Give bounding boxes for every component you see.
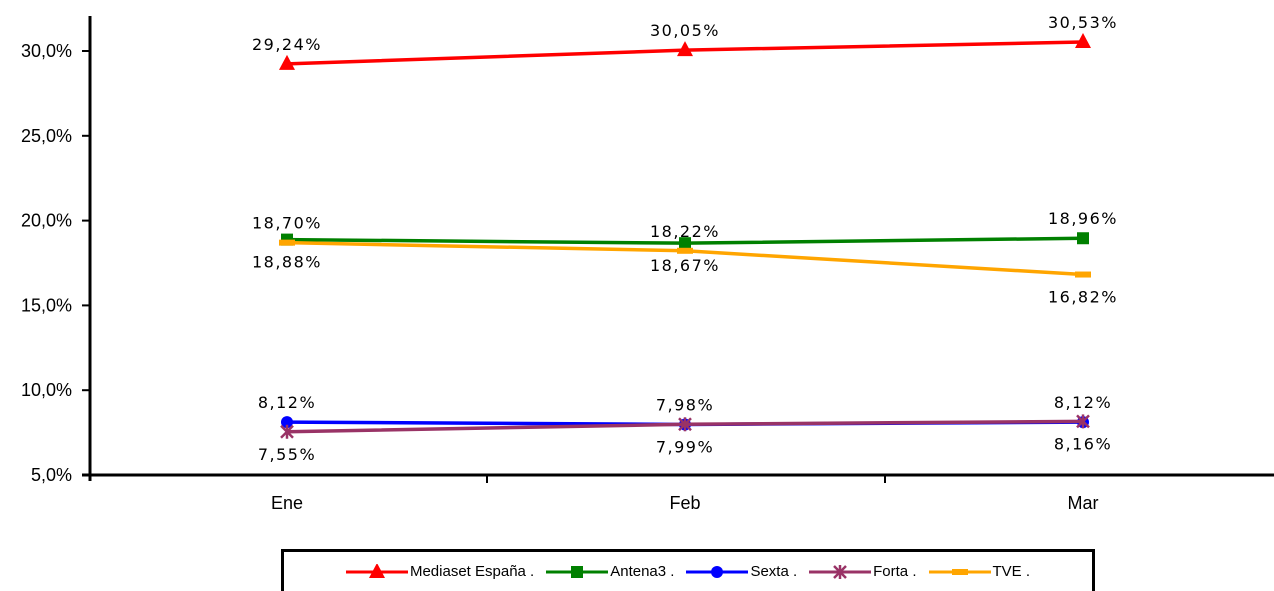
data-label: 7,55%: [258, 445, 316, 464]
x-tick-label: Mar: [1068, 493, 1099, 513]
axes: 5,0% 10,0% 15,0% 20,0% 25,0% 30,0% Ene Feb Mar: [21, 16, 1274, 513]
data-label: 29,24%: [252, 35, 322, 54]
data-point: [711, 565, 724, 578]
data-label: 8,12%: [258, 393, 316, 412]
data-labels: 29,24% 30,05% 30,53% 18,88% 18,67% 18,96% 8,12…: [252, 13, 1118, 464]
legend-swatch: [345, 563, 408, 578]
legend: Mediaset España . Antena3 . Sexta . Forta .…: [281, 549, 1095, 591]
series: [279, 239, 1091, 278]
data-point: [280, 424, 294, 439]
data-point: [678, 417, 692, 432]
data-point: [571, 565, 584, 578]
legend-item: Sexta .: [686, 563, 797, 580]
data-label: 7,98%: [656, 395, 714, 414]
data-point: [833, 564, 848, 579]
data-label: 8,16%: [1054, 434, 1112, 453]
data-label: 18,22%: [650, 222, 720, 241]
y-tick-label: 5,0%: [31, 465, 72, 485]
legend-label: TVE .: [992, 563, 1031, 580]
legend-label: Antena3 .: [610, 563, 675, 580]
data-label: 16,82%: [1048, 288, 1118, 307]
data-point: [679, 237, 691, 250]
data-label: 18,88%: [252, 253, 322, 272]
y-tick-label: 25,0%: [21, 126, 72, 146]
legend-swatch: [809, 564, 872, 579]
legend-swatch: [686, 565, 749, 578]
y-tick-label: 30,0%: [21, 41, 72, 61]
data-label: 18,67%: [650, 256, 720, 275]
line-chart: 5,0% 10,0% 15,0% 20,0% 25,0% 30,0% Ene Feb Mar 2…: [21, 13, 1274, 513]
data-point: [1076, 414, 1090, 429]
legend-label: Mediaset España .: [409, 563, 535, 580]
legend-item: Forta .: [809, 563, 917, 580]
y-tick-label: 15,0%: [21, 295, 72, 315]
data-label: 18,70%: [252, 214, 322, 233]
x-tick-label: Feb: [669, 493, 700, 513]
data-point: [677, 247, 693, 254]
data-label: 8,12%: [1054, 393, 1112, 412]
data-label: 30,05%: [650, 21, 720, 40]
x-tick-label: Ene: [271, 493, 303, 513]
legend-item: Antena3 .: [546, 563, 674, 580]
data-point: [368, 563, 385, 578]
data-label: 7,99%: [656, 437, 714, 456]
y-tick-label: 20,0%: [21, 211, 72, 231]
data-label: 30,53%: [1048, 13, 1118, 32]
data-point: [677, 41, 693, 57]
data-point: [281, 416, 293, 429]
series: [281, 232, 1089, 250]
legend-item: Mediaset España .: [345, 563, 535, 580]
y-tick-label: 10,0%: [21, 380, 72, 400]
data-point: [1075, 33, 1091, 49]
legend-label: Sexta .: [750, 563, 798, 580]
series: [279, 33, 1091, 70]
data-point: [279, 54, 295, 70]
data-point: [1077, 232, 1089, 245]
data-point: [1075, 271, 1091, 278]
series: [280, 414, 1090, 439]
data-label: 18,96%: [1048, 209, 1118, 228]
data-point: [279, 239, 295, 246]
legend-swatch: [928, 568, 991, 575]
legend-label: Forta .: [873, 563, 917, 580]
data-point: [951, 568, 968, 575]
legend-item: TVE .: [928, 563, 1031, 580]
plot-area: 29,24% 30,05% 30,53% 18,88% 18,67% 18,96% 8,12…: [252, 13, 1118, 464]
legend-swatch: [546, 565, 609, 578]
